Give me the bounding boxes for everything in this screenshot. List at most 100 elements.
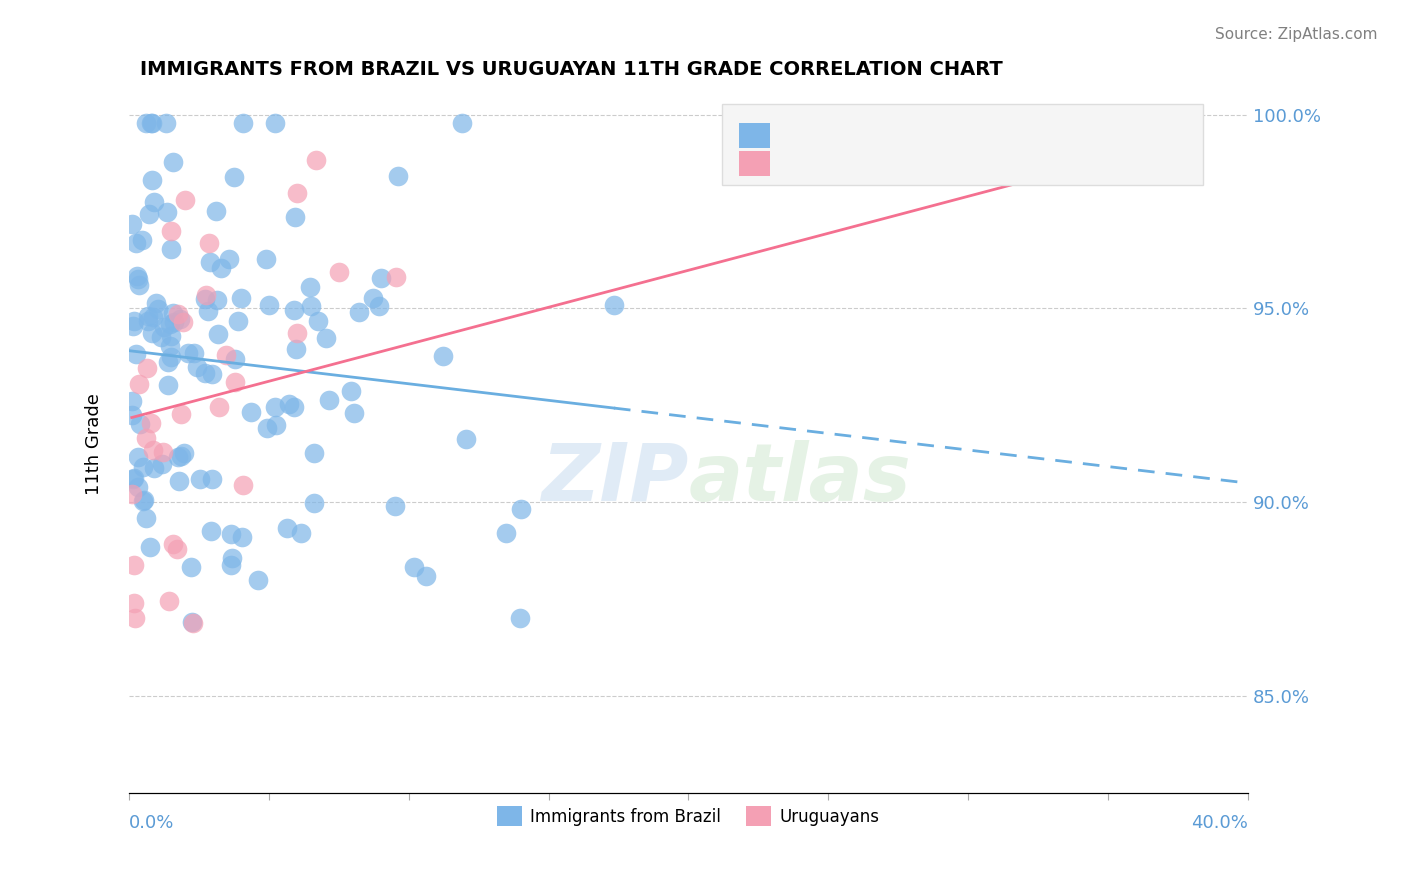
Point <box>194 292 217 306</box>
Point <box>125 268 148 283</box>
Point <box>170 407 193 421</box>
Point <box>307 314 329 328</box>
Text: atlas: atlas <box>689 440 911 518</box>
Point <box>167 474 190 488</box>
Point <box>136 361 159 376</box>
Point <box>166 307 188 321</box>
Point <box>142 442 165 457</box>
Point <box>197 235 219 250</box>
Point <box>226 314 249 328</box>
Point <box>186 360 208 375</box>
Point <box>264 115 287 129</box>
Point <box>162 536 184 550</box>
Point <box>121 408 143 422</box>
Point <box>246 573 269 587</box>
Point <box>159 338 181 352</box>
Point <box>200 524 222 538</box>
Point <box>385 270 408 285</box>
Point <box>299 279 322 293</box>
Point <box>231 530 253 544</box>
Point <box>136 310 159 324</box>
Point <box>156 355 179 369</box>
Point <box>121 487 143 501</box>
Point <box>135 431 157 445</box>
Point <box>190 472 212 486</box>
Point <box>208 400 231 414</box>
Point <box>257 298 280 312</box>
Point <box>254 252 277 266</box>
Point <box>315 331 337 345</box>
Point <box>283 400 305 414</box>
Point <box>222 169 245 184</box>
Point <box>160 328 183 343</box>
Point <box>285 186 308 201</box>
Point <box>124 471 146 485</box>
Y-axis label: 11th Grade: 11th Grade <box>86 393 103 495</box>
Point <box>283 210 305 224</box>
Point <box>121 217 143 231</box>
Point <box>159 317 181 331</box>
Point <box>195 288 218 302</box>
Point <box>361 291 384 305</box>
Point <box>146 302 169 317</box>
FancyBboxPatch shape <box>723 104 1204 185</box>
Point <box>127 450 149 465</box>
Point <box>510 502 533 516</box>
Point <box>387 169 409 183</box>
Point <box>163 315 186 329</box>
Point <box>135 115 157 129</box>
FancyBboxPatch shape <box>738 123 770 148</box>
Point <box>122 314 145 328</box>
Point <box>150 330 173 344</box>
Point <box>136 314 159 328</box>
Point <box>299 299 322 313</box>
Point <box>415 569 437 583</box>
Point <box>132 493 155 508</box>
Point <box>239 405 262 419</box>
Point <box>221 551 243 566</box>
Point <box>125 235 148 250</box>
Text: R = -0.077    N = 120: R = -0.077 N = 120 <box>778 122 1025 141</box>
Point <box>162 305 184 319</box>
Point <box>204 203 226 218</box>
Point <box>347 305 370 319</box>
Point <box>181 616 204 631</box>
Point <box>170 449 193 463</box>
Point <box>121 318 143 333</box>
Point <box>197 304 219 318</box>
Point <box>432 349 454 363</box>
Point <box>603 298 626 312</box>
Point <box>157 594 180 608</box>
Point <box>152 458 174 472</box>
Text: R =  0.315    N =  31: R = 0.315 N = 31 <box>778 150 1025 169</box>
Point <box>127 480 149 494</box>
Point <box>142 195 165 210</box>
Point <box>302 446 325 460</box>
Point <box>340 384 363 398</box>
Point <box>284 342 307 356</box>
Point <box>129 417 152 431</box>
Point <box>135 511 157 525</box>
Point <box>162 155 184 169</box>
Point <box>454 432 477 446</box>
Point <box>256 420 278 434</box>
Point <box>177 346 200 360</box>
Text: ZIP: ZIP <box>541 440 689 518</box>
Point <box>278 396 301 410</box>
FancyBboxPatch shape <box>738 152 770 176</box>
Point <box>1167 115 1189 129</box>
Point <box>131 233 153 247</box>
Text: IMMIGRANTS FROM BRAZIL VS URUGUAYAN 11TH GRADE CORRELATION CHART: IMMIGRANTS FROM BRAZIL VS URUGUAYAN 11TH… <box>141 60 1002 78</box>
Point <box>224 376 246 390</box>
Point <box>153 320 176 334</box>
Point <box>232 478 254 492</box>
Point <box>283 302 305 317</box>
Point <box>201 472 224 486</box>
Text: Source: ZipAtlas.com: Source: ZipAtlas.com <box>1215 27 1378 42</box>
Point <box>209 261 232 276</box>
Point <box>172 314 194 328</box>
Point <box>142 310 165 324</box>
Point <box>370 271 392 285</box>
Point <box>139 540 162 554</box>
Point <box>138 207 160 221</box>
